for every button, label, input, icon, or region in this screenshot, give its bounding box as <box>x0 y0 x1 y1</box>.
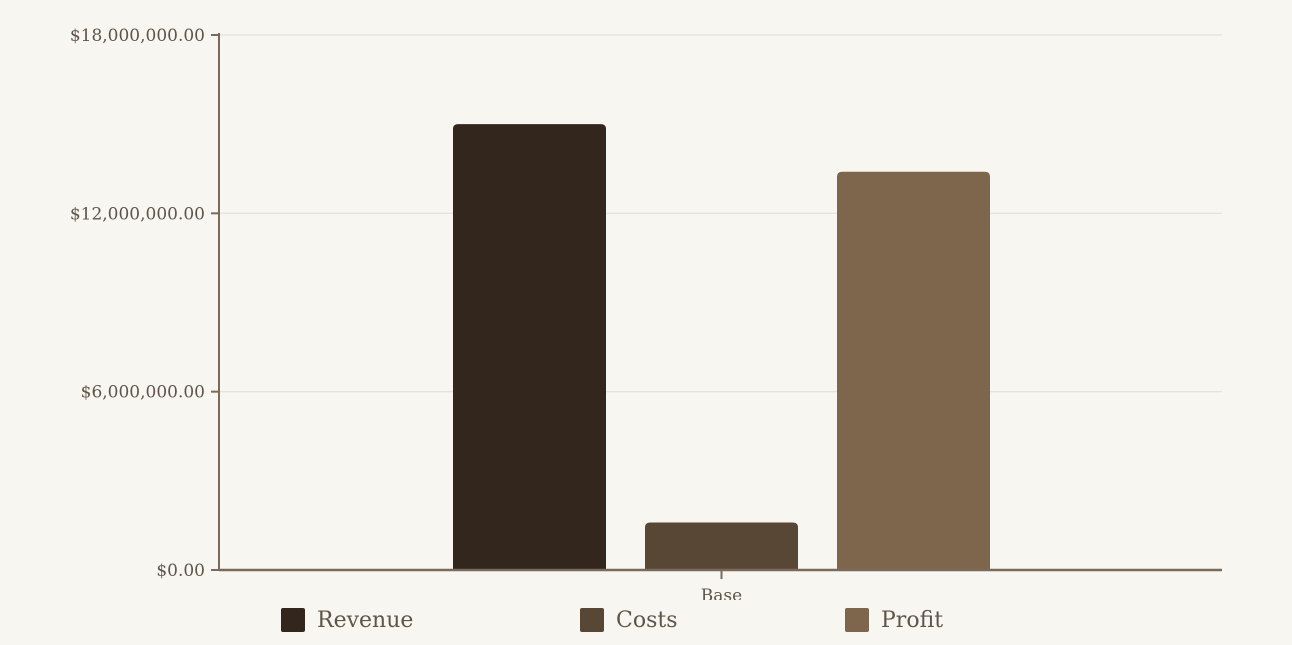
legend-swatch <box>845 608 869 632</box>
legend-label: Revenue <box>317 607 414 633</box>
gridlines <box>219 34 1222 393</box>
legend-item-profit: Profit <box>845 603 943 637</box>
legend-label: Costs <box>616 607 678 633</box>
y-tick-label: $0.00 <box>156 561 205 581</box>
x-axis-ticks: Base <box>701 570 742 600</box>
bars <box>453 124 990 571</box>
legend-swatch <box>281 608 305 632</box>
axes <box>218 33 1222 572</box>
y-tick-label: $6,000,000.00 <box>81 383 205 403</box>
legend-swatch <box>580 608 604 632</box>
bar-revenue <box>453 124 606 571</box>
bar-profit <box>837 171 990 570</box>
legend-item-revenue: Revenue <box>281 603 413 637</box>
legend-label: Profit <box>881 607 944 633</box>
y-axis-ticks: $0.00 $6,000,000.00 $12,000,000.00 $18,000,… <box>70 26 219 581</box>
legend: Revenue Costs Profit <box>0 603 1292 637</box>
x-tick-label: Base <box>701 586 742 600</box>
y-tick-label: $12,000,000.00 <box>70 204 205 224</box>
bar-costs <box>645 522 798 570</box>
y-tick-label: $18,000,000.00 <box>70 26 205 46</box>
bar-chart: $0.00 $6,000,000.00 $12,000,000.00 $18,000,… <box>70 26 1222 600</box>
legend-item-costs: Costs <box>580 603 678 637</box>
